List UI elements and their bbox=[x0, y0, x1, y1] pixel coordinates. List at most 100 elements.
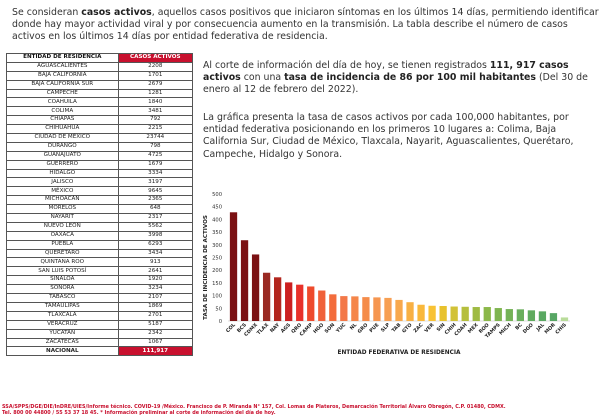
bar-jal bbox=[538, 311, 547, 321]
bar-roo bbox=[483, 307, 491, 321]
entity-cell: CHIHUAHUA bbox=[6, 124, 119, 135]
y-tick-label: 500 bbox=[212, 192, 222, 198]
bar-cdmx bbox=[251, 254, 260, 321]
table-row: SINALOA 1920 bbox=[6, 275, 194, 286]
bar-mex bbox=[472, 307, 480, 321]
summary-paragraph: Al corte de información del día de hoy, … bbox=[203, 60, 603, 97]
cases-cell: 1701 bbox=[117, 70, 194, 81]
entity-cell: AGUASCALIENTES bbox=[6, 61, 119, 72]
header-cases: CASOS ACTIVOS bbox=[117, 53, 194, 63]
bar-ags bbox=[285, 282, 293, 321]
y-tick-label: 100 bbox=[212, 294, 222, 300]
cases-cell: 4725 bbox=[117, 150, 194, 161]
cases-cell: 1869 bbox=[117, 301, 194, 312]
x-tick-label: GRO bbox=[357, 322, 370, 335]
cases-cell: 2342 bbox=[117, 328, 194, 339]
bar-gro bbox=[362, 297, 370, 321]
table-row: GUANAJUATO 4725 bbox=[6, 150, 194, 161]
bar-slp bbox=[384, 297, 392, 321]
summary-bold-cases: 111, 917 casos activos bbox=[203, 60, 569, 84]
summary-bold-rate: tasa de incidencia de 86 por 100 mil hab… bbox=[284, 72, 537, 84]
cases-cell: 1679 bbox=[117, 159, 194, 170]
table-row: CHIHUAHUA 2215 bbox=[6, 124, 194, 135]
table-row: CAMPECHE 1281 bbox=[6, 88, 194, 99]
y-tick-label: 350 bbox=[212, 230, 222, 236]
bar-camp bbox=[307, 286, 315, 321]
x-tick-label: VER bbox=[424, 322, 436, 334]
bar-ver bbox=[428, 305, 436, 321]
cases-cell: 1067 bbox=[117, 337, 194, 348]
entity-cell: TABASCO bbox=[6, 293, 119, 303]
y-tick-label: 300 bbox=[212, 243, 222, 249]
table-row: AGUASCALIENTES 2208 bbox=[6, 61, 194, 72]
cases-cell: 2317 bbox=[117, 213, 194, 223]
entity-cell: CHIAPAS bbox=[6, 115, 119, 126]
table-row: QUERÉTARO 3434 bbox=[6, 248, 194, 259]
table-row: OAXACA 3998 bbox=[6, 230, 194, 241]
cases-cell: 648 bbox=[117, 204, 194, 215]
bar-dgo bbox=[527, 310, 536, 321]
entity-cell: QUERÉTARO bbox=[6, 248, 119, 259]
entity-cell: MORELOS bbox=[6, 204, 119, 215]
total-label: NACIONAL bbox=[6, 346, 119, 357]
entity-cell: TAMAULIPAS bbox=[6, 301, 119, 312]
x-tick-label: AGS bbox=[280, 322, 293, 335]
entity-cell: GUERRERO bbox=[6, 159, 119, 170]
y-tick-label: 0 bbox=[219, 319, 222, 325]
x-tick-label: BC bbox=[514, 322, 524, 332]
table-row: MÉXICO 9645 bbox=[6, 186, 194, 197]
bar-chih bbox=[450, 306, 458, 321]
x-tick-label: YUC bbox=[334, 322, 347, 335]
cases-cell: 3234 bbox=[117, 284, 194, 295]
intro-text: Se consideran bbox=[12, 7, 82, 18]
header-entity: ENTIDAD DE RESIDENCIA bbox=[6, 53, 119, 63]
table-row: BAJA CALIFORNIA 1701 bbox=[6, 70, 194, 81]
bar-nay bbox=[274, 277, 282, 321]
table-row: BAJA CALIFORNIA SUR 2679 bbox=[6, 79, 194, 90]
entity-cell: MICHOACÁN bbox=[6, 195, 119, 206]
bar-sin bbox=[439, 306, 447, 321]
x-tick-label: CHIS bbox=[554, 322, 568, 336]
x-axis-title: ENTIDAD FEDERATIVA DE RESIDENCIA bbox=[337, 350, 461, 356]
entity-cell: JALISCO bbox=[6, 177, 119, 188]
y-tick-label: 450 bbox=[212, 205, 222, 211]
x-tick-label: SON bbox=[324, 322, 337, 335]
cases-cell: 3481 bbox=[117, 106, 194, 117]
cases-cell: 2215 bbox=[117, 124, 194, 135]
footer-line-2: Tel. 800 00 44800 / 55 53 37 18 45. * In… bbox=[2, 410, 276, 416]
bar-hgo bbox=[318, 290, 326, 321]
cases-cell: 5187 bbox=[117, 319, 194, 330]
entity-cell: GUANAJUATO bbox=[6, 150, 119, 161]
entity-cell: MÉXICO bbox=[6, 186, 119, 197]
cases-cell: 3434 bbox=[117, 248, 194, 259]
x-tick-label: DGO bbox=[522, 322, 535, 335]
table-header-row: ENTIDAD DE RESIDENCIA CASOS ACTIVOS bbox=[6, 53, 194, 63]
entity-cell: SAN LUIS POTOSÍ bbox=[6, 266, 119, 277]
x-tick-label: COAH bbox=[453, 322, 468, 337]
intro-text-rest: , aquellos casos positivos que iniciaron… bbox=[12, 7, 599, 42]
cases-cell: 1920 bbox=[117, 275, 194, 286]
y-tick-label: 50 bbox=[215, 306, 222, 312]
y-tick-label: 250 bbox=[212, 256, 222, 262]
bar-bc bbox=[516, 309, 524, 321]
x-tick-label: JAL bbox=[535, 322, 546, 333]
x-tick-label: SIN bbox=[436, 322, 447, 333]
entity-cell: NUEVO LEÓN bbox=[6, 221, 119, 232]
entity-cell: CAMPECHE bbox=[6, 88, 119, 99]
table-row: NUEVO LEÓN 5562 bbox=[6, 221, 194, 232]
table-row: ZACATECAS 1067 bbox=[6, 337, 194, 348]
bar-zac bbox=[417, 304, 425, 321]
entity-cell: PUEBLA bbox=[6, 239, 119, 250]
cases-cell: 913 bbox=[117, 257, 194, 268]
intro-paragraph: Se consideran casos activos, aquellos ca… bbox=[12, 7, 604, 43]
summary-text-a: Al corte de información del día de hoy, … bbox=[203, 60, 490, 71]
active-cases-table: ENTIDAD DE RESIDENCIA CASOS ACTIVOS AGUA… bbox=[6, 53, 194, 357]
table-row: CHIAPAS 792 bbox=[6, 115, 194, 126]
table-row: COLIMA 3481 bbox=[6, 106, 194, 117]
x-tick-label: NAY bbox=[269, 322, 281, 334]
bar-nl bbox=[351, 296, 359, 321]
x-tick-label: GTO bbox=[401, 322, 413, 334]
table-row: JALISCO 3197 bbox=[6, 177, 194, 188]
summary-text-c: con una bbox=[240, 72, 285, 84]
bar-bcs bbox=[240, 240, 249, 321]
